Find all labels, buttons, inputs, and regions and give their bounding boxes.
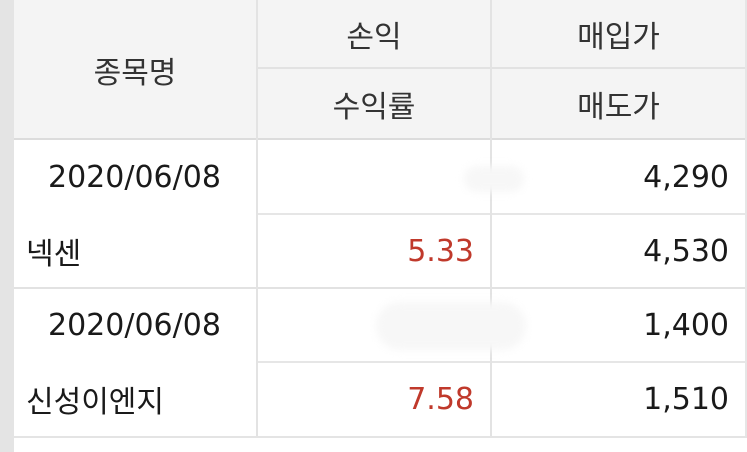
table-bottom-border [14,436,747,452]
header-buy-price: 매입가 [577,20,660,55]
row-inner-divider [258,213,745,215]
row-separator [14,287,745,289]
stock-name: 넥센 [26,237,82,272]
table-row[interactable]: 2020/06/08 넥센 5.33 4,290 4,530 [14,140,745,288]
sell-price-value: 1,510 [643,381,729,417]
return-rate-value: 7.58 [407,381,474,417]
return-rate-value: 5.33 [407,233,474,269]
header-divider [258,67,745,69]
profit-loss-value [258,140,490,214]
header-return-rate: 수익률 [332,90,416,125]
row-inner-divider [258,361,745,363]
buy-price-value: 4,290 [643,159,729,195]
column-divider [490,0,492,436]
trade-history-table: 종목명 손익 수익률 매입가 매도가 2020/06/08 넥센 5.33 4,… [14,0,747,438]
sell-price-value: 4,530 [643,233,729,269]
redaction-smudge [464,166,524,192]
header-stock-name: 종목명 [93,56,177,91]
header-sell-price: 매도가 [577,90,660,125]
stock-name: 신성이엔지 [26,385,164,420]
trade-date: 2020/06/08 [48,159,221,195]
header-profit-loss: 손익 [346,20,402,55]
trade-date: 2020/06/08 [48,307,221,343]
table-row[interactable]: 2020/06/08 신성이엔지 7.58 1,400 1,510 [14,288,745,436]
buy-price-value: 1,400 [643,307,729,343]
left-edge-strip [0,0,14,452]
column-divider [256,0,258,436]
table-header: 종목명 손익 수익률 매입가 매도가 [14,0,745,140]
redaction-smudge [376,302,526,350]
